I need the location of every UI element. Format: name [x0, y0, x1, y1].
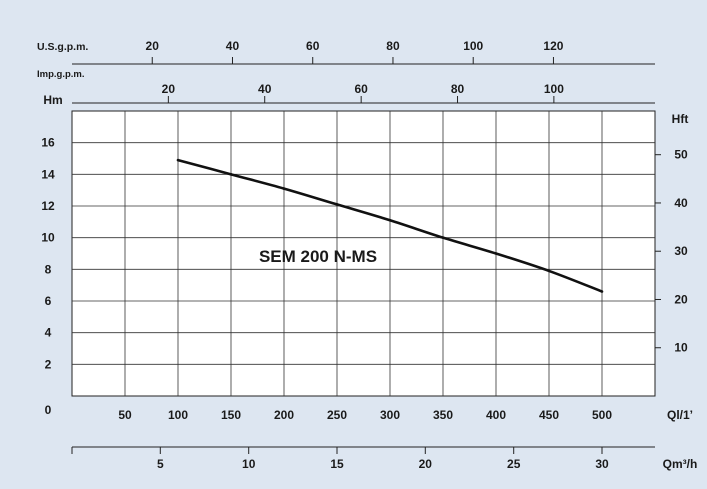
tick-labels: 50 100 150 200 250 300 350 400 450 500 0 2 4 6 8 10 12 14…: [37, 39, 697, 471]
us-gpm-axis-title: U.S.g.p.m.: [37, 41, 88, 53]
data-point: [494, 252, 498, 255]
data-point: [547, 269, 551, 273]
x-axis-title: Ql/1’: [667, 408, 693, 422]
data-point: [600, 290, 604, 293]
x-tick-label: 450: [539, 408, 559, 422]
hft-axis-title: Hft: [672, 112, 689, 126]
us-gpm-tick-label: 100: [463, 39, 483, 53]
data-point: [282, 187, 286, 190]
grid-lines: [72, 111, 655, 396]
imp-gpm-tick-label: 80: [451, 82, 465, 96]
x-tick-label: 400: [486, 408, 506, 422]
hft-tick-label: 10: [674, 341, 688, 355]
hft-tick-label: 30: [674, 244, 688, 258]
m3h-tick-label: 25: [507, 457, 521, 471]
us-gpm-tick-label: 80: [386, 39, 400, 53]
y-axis-title: Hm: [43, 93, 62, 107]
m3h-tick-label: 30: [595, 457, 609, 471]
m3h-tick-label: 20: [419, 457, 433, 471]
imp-gpm-axis-title: Imp.g.p.m.: [37, 69, 85, 80]
x-tick-label: 250: [327, 408, 347, 422]
data-point: [229, 173, 233, 176]
m3h-tick-label: 5: [157, 457, 164, 471]
us-gpm-tick-label: 60: [306, 39, 320, 53]
axes: [71, 57, 661, 454]
y-tick-label: 8: [45, 262, 52, 276]
plot-area: [71, 110, 656, 397]
x-tick-label: 350: [433, 408, 453, 422]
x-tick-label: 100: [168, 408, 188, 422]
m3h-tick-label: 10: [242, 457, 256, 471]
y-tick-label: 4: [45, 326, 52, 340]
data-point: [176, 158, 180, 162]
x-tick-label: 500: [592, 408, 612, 422]
m3h-tick-label: 15: [330, 457, 344, 471]
y-tick-label: 10: [41, 231, 55, 245]
data-point: [335, 203, 339, 206]
series-points: [176, 158, 604, 293]
y-tick-label: 6: [45, 294, 52, 308]
y-tick-label: 16: [41, 136, 55, 150]
x-tick-label: 200: [274, 408, 294, 422]
y-tick-label: 12: [41, 199, 55, 213]
us-gpm-tick-label: 120: [543, 39, 563, 53]
us-gpm-tick-label: 20: [146, 39, 160, 53]
hft-tick-label: 20: [674, 292, 688, 306]
imp-gpm-tick-label: 60: [354, 82, 368, 96]
x-tick-label: 50: [118, 408, 132, 422]
m3h-axis-title: Qm³/h: [663, 457, 698, 471]
imp-gpm-tick-label: 20: [162, 82, 176, 96]
imp-gpm-tick-label: 40: [258, 82, 272, 96]
x-tick-label: 300: [380, 408, 400, 422]
y-tick-label: 0: [45, 403, 52, 417]
x-tick-label: 150: [221, 408, 241, 422]
data-point: [441, 236, 445, 239]
data-point: [388, 218, 392, 222]
imp-gpm-tick-label: 100: [544, 82, 564, 96]
curve-label: SEM 200 N-MS: [259, 247, 377, 266]
hft-tick-label: 40: [674, 196, 688, 210]
y-tick-label: 2: [45, 357, 52, 371]
hft-tick-label: 50: [674, 148, 688, 162]
us-gpm-tick-label: 40: [226, 39, 240, 53]
y-tick-label: 14: [41, 167, 55, 181]
